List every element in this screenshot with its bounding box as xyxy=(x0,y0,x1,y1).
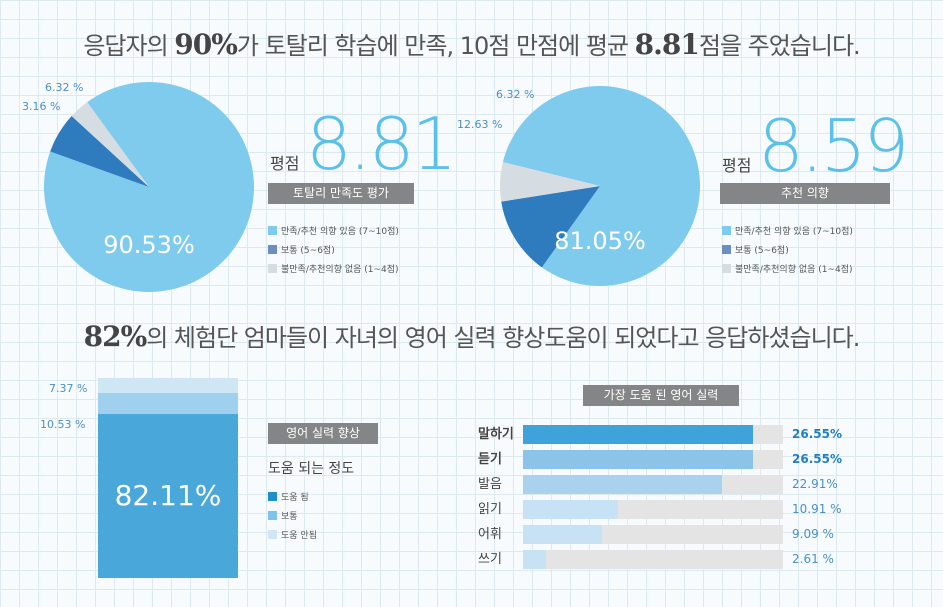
legend-swatch xyxy=(268,264,277,273)
section-title-bar: 영어 실력 향상 xyxy=(268,423,378,444)
stack-label: 10.53 % xyxy=(40,418,86,431)
pie-label: 6.32 % xyxy=(45,81,84,94)
stack-segment-neutral xyxy=(98,392,238,414)
legend-swatch xyxy=(722,264,731,273)
hbar-bar xyxy=(523,550,546,569)
section-title-bar: 토탈리 만족도 평가 xyxy=(268,183,414,204)
legend-item: 보통 (5~6점) xyxy=(722,243,853,256)
headline-improvement: 82%의 체험단 엄마들이 자녀의 영어 실력 향상도움이 되었다고 응답하셨습… xyxy=(0,318,943,353)
hbar-bar xyxy=(523,525,602,544)
hbar-value-label: 26.55% xyxy=(792,427,842,441)
hbar-track xyxy=(523,475,783,494)
legend-swatch xyxy=(268,511,277,520)
hbar-bar xyxy=(523,500,618,519)
hbar-bar xyxy=(523,475,722,494)
legend-swatch xyxy=(268,492,277,501)
hbar-value-label: 26.55% xyxy=(792,452,842,466)
hbar-category-label: 발음 xyxy=(478,477,502,492)
pie-slice xyxy=(502,86,700,286)
legend-swatch xyxy=(722,245,731,254)
pie-legend: 만족/추천 의향 있음 (7~10점) 보통 (5~6점) 불만족/추천의향 없… xyxy=(722,224,853,281)
hbar-value-label: 22.91% xyxy=(792,477,838,491)
headline-text: 응답자의 xyxy=(83,32,175,60)
hbar-value-label: 2.61 % xyxy=(792,552,834,566)
headline-text: 가 토탈리 학습에 만족, 10점 만점에 평균 xyxy=(236,32,635,60)
stack-value-label: 82.11% xyxy=(114,478,222,512)
legend-swatch xyxy=(268,245,277,254)
legend-item: 만족/추천 의향 있음 (7~10점) xyxy=(722,224,853,237)
pie-legend: 만족/추천 의향 있음 (7~10점) 보통 (5~6점) 불만족/추천의향 없… xyxy=(268,224,399,281)
legend-label: 불만족/추천의향 없음 (1~4점) xyxy=(281,265,399,275)
score-label: 평점 xyxy=(722,156,752,175)
pie-chart-recommend: 81.05% xyxy=(500,86,700,286)
hbar-value-label: 9.09 % xyxy=(792,527,834,541)
headline-satisfaction: 응답자의 90%가 토탈리 학습에 만족, 10점 만점에 평균 8.81점을 … xyxy=(0,26,943,61)
score-value: 8.81 xyxy=(306,102,457,186)
pie-value-label: 90.53% xyxy=(103,231,195,259)
legend-label: 만족/추천 의향 있음 (7~10점) xyxy=(735,227,853,237)
hbar-category-label: 말하기 xyxy=(478,427,514,442)
hbar-track xyxy=(523,500,783,519)
hbar-category-label: 듣기 xyxy=(478,452,502,467)
legend-label: 도움 안됨 xyxy=(281,531,317,541)
score-label: 평점 xyxy=(270,154,300,173)
legend-swatch xyxy=(722,226,731,235)
legend-swatch xyxy=(268,226,277,235)
pie-slice xyxy=(50,116,149,187)
hbar-bar xyxy=(523,450,754,469)
pie-label: 12.63 % xyxy=(457,118,503,131)
legend-item: 보통 (5~6점) xyxy=(268,243,399,256)
legend-label: 보통 xyxy=(281,512,298,522)
pie-value-label: 81.05% xyxy=(554,227,646,255)
hbar-track xyxy=(523,450,783,469)
pie-label: 3.16 % xyxy=(22,100,61,113)
pie-chart-satisfaction: 90.53% xyxy=(44,82,254,292)
hbar-track xyxy=(523,550,783,569)
score-value: 8.59 xyxy=(758,104,909,188)
pie-label: 6.32 % xyxy=(496,88,535,101)
legend-item: 만족/추천 의향 있음 (7~10점) xyxy=(268,224,399,237)
legend-label: 만족/추천 의향 있음 (7~10점) xyxy=(281,227,399,237)
stack-segment-not-helpful xyxy=(98,378,238,393)
hbar-track xyxy=(523,525,783,544)
hbar-track xyxy=(523,425,783,444)
stacked-bar-chart: 82.11% xyxy=(98,378,238,579)
legend-item: 도움 됨 xyxy=(268,490,317,503)
legend-swatch xyxy=(268,530,277,539)
pie-slice xyxy=(500,162,600,202)
legend-label: 불만족/추천의향 없음 (1~4점) xyxy=(735,265,853,275)
hbar-value-label: 10.91 % xyxy=(792,502,842,516)
hbar-category-label: 쓰기 xyxy=(478,552,502,567)
headline-highlight: 90% xyxy=(174,28,238,61)
stack-subtitle: 도움 되는 정도 xyxy=(268,461,355,477)
headline-text: 의 체험단 엄마들이 자녀의 영어 실력 향상도움이 되었다고 응답하셨습니다. xyxy=(146,324,860,352)
legend-item: 불만족/추천의향 없음 (1~4점) xyxy=(268,262,399,275)
headline-highlight: 8.81 xyxy=(634,28,700,61)
legend-label: 보통 (5~6점) xyxy=(735,246,789,256)
hbar-title: 가장 도움 된 영어 실력 xyxy=(583,385,739,406)
hbar-category-label: 읽기 xyxy=(478,502,502,517)
section-title-bar: 추천 의향 xyxy=(720,183,890,204)
pie-slice xyxy=(501,186,600,268)
pie-slice xyxy=(44,82,254,292)
legend-item: 보통 xyxy=(268,509,317,522)
stack-segment-helpful: 82.11% xyxy=(98,413,238,579)
legend-item: 불만족/추천의향 없음 (1~4점) xyxy=(722,262,853,275)
legend-label: 도움 됨 xyxy=(281,493,309,503)
hbar-chart: 말하기 26.55% 듣기 26.55% 발음 22.91% 읽기 10.91 % 어휘 9.09… xyxy=(478,425,858,575)
hbar-category-label: 어휘 xyxy=(478,527,502,542)
stack-label: 7.37 % xyxy=(49,382,88,395)
headline-text: 점을 주었습니다. xyxy=(698,32,861,60)
hbar-bar xyxy=(523,425,754,444)
legend-item: 도움 안됨 xyxy=(268,528,317,541)
stack-legend: 도움 됨 보통 도움 안됨 xyxy=(268,490,317,547)
headline-highlight: 82% xyxy=(83,320,148,353)
legend-label: 보통 (5~6점) xyxy=(281,246,335,256)
pie-slice xyxy=(71,102,149,187)
